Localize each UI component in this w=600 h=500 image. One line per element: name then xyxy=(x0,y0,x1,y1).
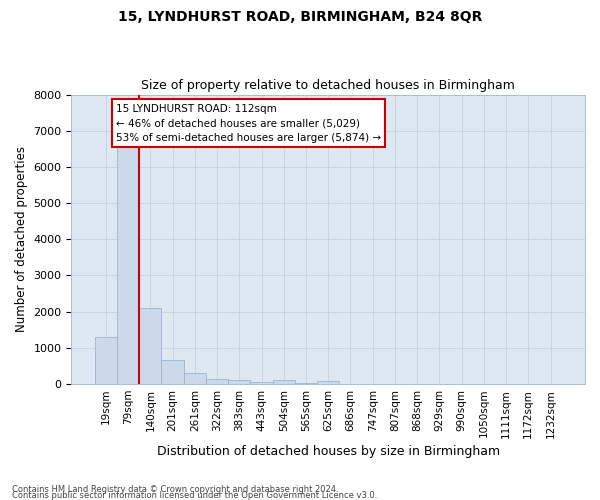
Bar xyxy=(228,380,250,384)
Bar xyxy=(139,308,161,384)
Bar xyxy=(272,380,295,384)
Bar xyxy=(161,360,184,384)
X-axis label: Distribution of detached houses by size in Birmingham: Distribution of detached houses by size … xyxy=(157,444,500,458)
Bar xyxy=(317,380,340,384)
Y-axis label: Number of detached properties: Number of detached properties xyxy=(15,146,28,332)
Text: Contains public sector information licensed under the Open Government Licence v3: Contains public sector information licen… xyxy=(12,491,377,500)
Bar xyxy=(206,378,228,384)
Title: Size of property relative to detached houses in Birmingham: Size of property relative to detached ho… xyxy=(141,79,515,92)
Text: 15 LYNDHURST ROAD: 112sqm
← 46% of detached houses are smaller (5,029)
53% of se: 15 LYNDHURST ROAD: 112sqm ← 46% of detac… xyxy=(116,104,381,143)
Bar xyxy=(117,145,139,384)
Text: 15, LYNDHURST ROAD, BIRMINGHAM, B24 8QR: 15, LYNDHURST ROAD, BIRMINGHAM, B24 8QR xyxy=(118,10,482,24)
Bar xyxy=(95,337,117,384)
Bar xyxy=(184,373,206,384)
Bar xyxy=(295,383,317,384)
Bar xyxy=(250,382,272,384)
Text: Contains HM Land Registry data © Crown copyright and database right 2024.: Contains HM Land Registry data © Crown c… xyxy=(12,484,338,494)
